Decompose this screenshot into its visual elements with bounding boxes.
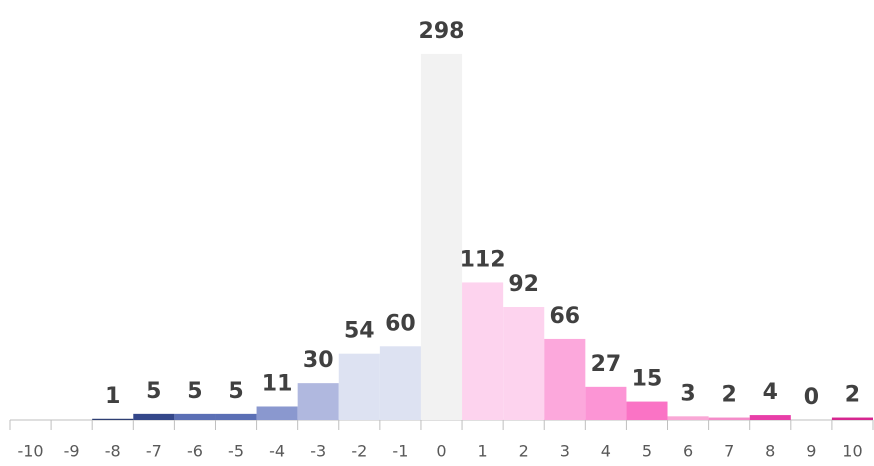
value-label: 15 — [632, 367, 663, 392]
bar — [667, 416, 709, 420]
bar — [133, 413, 175, 420]
value-label: 3 — [680, 381, 695, 406]
bar — [297, 383, 339, 420]
x-tick-label: 4 — [601, 442, 611, 461]
bar — [544, 338, 586, 420]
x-tick-label: -5 — [228, 442, 244, 461]
bar — [338, 353, 380, 420]
value-label: 0 — [804, 385, 819, 410]
x-tick-label: -2 — [351, 442, 367, 461]
x-tick-label: 2 — [519, 442, 529, 461]
x-tick-label: 0 — [436, 442, 446, 461]
x-tick-label: 3 — [560, 442, 570, 461]
bar — [708, 417, 750, 420]
x-tick-label: 7 — [724, 442, 734, 461]
value-label: 4 — [763, 380, 778, 405]
x-tick-label: -1 — [392, 442, 408, 461]
bar — [420, 53, 463, 420]
x-tick-label: -9 — [64, 442, 80, 461]
value-label: 27 — [591, 352, 622, 377]
value-label: 1 — [105, 384, 120, 409]
value-label: 66 — [549, 304, 580, 329]
value-label: 2 — [845, 383, 860, 408]
x-tick-label: -6 — [187, 442, 203, 461]
bar — [256, 406, 298, 420]
x-tick-label: 1 — [478, 442, 488, 461]
value-label: 92 — [508, 272, 539, 297]
value-label: 5 — [228, 379, 243, 404]
value-label: 60 — [385, 311, 416, 336]
x-tick-label: -10 — [17, 442, 43, 461]
x-tick-label: 8 — [765, 442, 775, 461]
x-tick-label: -8 — [105, 442, 121, 461]
bar — [174, 413, 216, 420]
value-label: 30 — [303, 348, 334, 373]
value-label: 2 — [722, 383, 737, 408]
bar — [462, 282, 504, 420]
bar — [749, 415, 791, 420]
value-label: 5 — [187, 379, 202, 404]
bar — [585, 386, 627, 420]
bar — [626, 401, 668, 420]
x-tick-label: -3 — [310, 442, 326, 461]
x-tick-label: -4 — [269, 442, 285, 461]
bar — [503, 306, 545, 420]
value-label: 298 — [419, 19, 465, 44]
x-tick-label: 5 — [642, 442, 652, 461]
bar — [379, 346, 421, 420]
bar — [215, 413, 257, 420]
bar — [831, 417, 873, 420]
x-tick-label: -7 — [146, 442, 162, 461]
value-label: 11 — [262, 371, 293, 396]
value-label: 54 — [344, 319, 375, 344]
x-tick-label: 10 — [842, 442, 862, 461]
value-label: 112 — [460, 247, 506, 272]
value-label: 5 — [146, 379, 161, 404]
x-tick-label: 6 — [683, 442, 693, 461]
bar — [92, 418, 134, 420]
x-tick-label: 9 — [806, 442, 816, 461]
